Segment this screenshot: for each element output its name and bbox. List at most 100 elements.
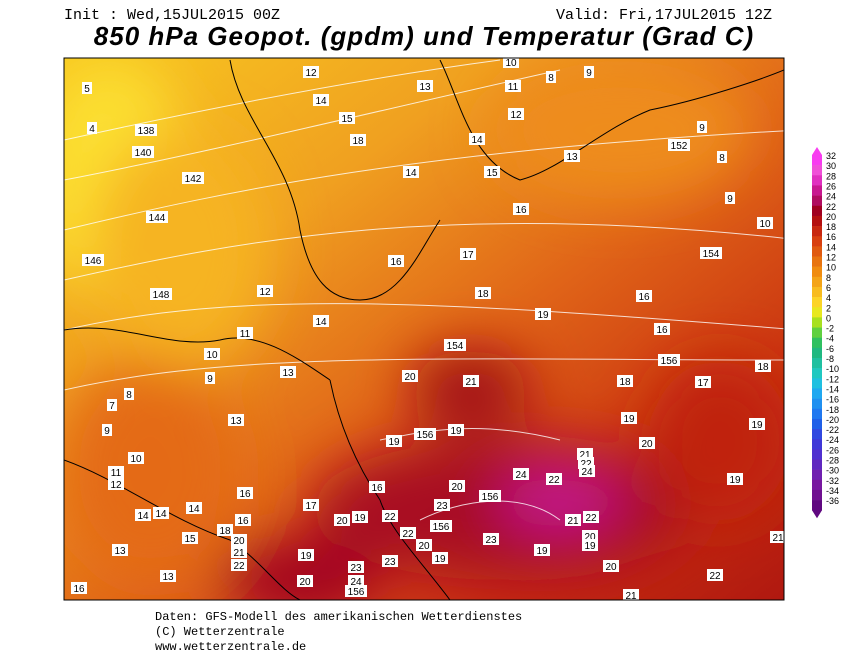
contour-label-box	[205, 372, 215, 384]
contour-label: 148	[153, 290, 170, 301]
colorbar-label: 10	[826, 263, 836, 273]
colorbar-label: 4	[826, 293, 831, 303]
contour-label-box	[484, 166, 500, 178]
contour-label-box	[546, 473, 562, 485]
contour-label: 20	[605, 562, 617, 573]
contour-label-box	[313, 94, 329, 106]
contour-label: 21	[625, 591, 637, 602]
copyright: (C) Wetterzentrale	[155, 625, 285, 639]
contour-label: 17	[305, 501, 317, 512]
contour-label-box	[475, 287, 491, 299]
colorbar-swatch	[812, 408, 822, 420]
contour-label-box	[107, 399, 117, 411]
contour-label: 15	[341, 114, 353, 125]
contour-label: 11	[111, 468, 122, 479]
contour-label: 16	[371, 483, 383, 494]
contour-label: 10	[505, 58, 517, 69]
contour-label-box	[231, 546, 247, 558]
website: www.wetterzentrale.de	[155, 640, 306, 654]
contour-label: 14	[188, 504, 200, 515]
contour-label: 144	[149, 213, 166, 224]
contour-label: 22	[548, 475, 560, 486]
contour-label-box	[150, 288, 172, 300]
contour-label: 15	[184, 534, 196, 545]
contour-label-box	[623, 589, 639, 600]
contour-label-box	[546, 71, 556, 83]
contour-label-box	[434, 499, 450, 511]
contour-label-box	[584, 66, 594, 78]
contour-label: 18	[757, 362, 769, 373]
contour-label-box	[303, 66, 319, 78]
contour-label-box	[535, 308, 551, 320]
contour-label-box	[153, 507, 169, 519]
colorbar-swatch	[812, 195, 822, 207]
contour-label-box	[350, 134, 366, 146]
contour-label: 14	[315, 317, 327, 328]
colorbar-bottom-arrow	[812, 510, 822, 519]
contour-label-box	[430, 520, 452, 532]
contour-label: 22	[233, 561, 245, 572]
contour-label-box	[108, 478, 124, 490]
contour-label-box	[668, 139, 690, 151]
contour-label-box	[71, 582, 87, 594]
contour-label-box	[128, 452, 144, 464]
colorbar-swatch	[812, 226, 822, 237]
contour-label: 19	[300, 551, 312, 562]
contour-label: 14	[471, 135, 483, 146]
contour-label-box	[513, 203, 529, 215]
contour-label-box	[444, 339, 466, 351]
contour-label: 16	[390, 257, 402, 268]
contour-label-box	[449, 480, 465, 492]
contour-label: 24	[350, 577, 362, 588]
colorbar-swatch	[812, 276, 822, 288]
colorbar-swatch	[812, 500, 822, 511]
contour-label-box	[231, 559, 247, 571]
contour-label: 15	[486, 168, 498, 179]
contour-label-box	[135, 509, 151, 521]
colorbar-label: -30	[826, 466, 839, 476]
contour-label-box	[345, 585, 367, 597]
colorbar-swatch	[812, 368, 822, 379]
contour-label-box	[82, 254, 104, 266]
contour-label-box	[617, 375, 633, 387]
contour-label-box	[339, 112, 355, 124]
colorbar-label: 12	[826, 253, 836, 263]
contour-label-box	[235, 514, 251, 526]
contour-label-box	[297, 575, 313, 587]
colorbar-swatch	[812, 266, 822, 278]
colorbar-swatch	[812, 449, 822, 460]
contour-label: 14	[155, 509, 167, 520]
contour-label-box	[513, 468, 529, 480]
contour-label: 17	[462, 250, 474, 261]
contour-label: 23	[384, 557, 396, 568]
contour-label: 18	[352, 136, 364, 147]
colorbar-label: -26	[826, 445, 839, 455]
contour-label-box	[469, 133, 485, 145]
colorbar-label: 0	[826, 313, 831, 323]
contour-label: 19	[751, 420, 763, 431]
contour-label: 10	[130, 454, 142, 465]
contour-label: 22	[580, 459, 592, 470]
colorbar-swatch	[812, 307, 822, 318]
contour-label: 20	[336, 516, 348, 527]
contour-label-box	[369, 481, 385, 493]
contour-label: 138	[138, 126, 155, 137]
colorbar-swatch	[812, 317, 822, 328]
contour-label-box	[564, 150, 580, 162]
contour-label-box	[204, 348, 220, 360]
valid-time: Valid: Fri,17JUL2015 12Z	[556, 7, 772, 24]
contour-label: 9	[104, 426, 110, 437]
contour-label: 10	[759, 219, 771, 230]
contour-label-box	[228, 414, 244, 426]
contour-label: 13	[114, 546, 126, 557]
contour-label: 19	[536, 546, 548, 557]
data-source: Daten: GFS-Modell des amerikanischen Wet…	[155, 610, 522, 624]
contour-label-box	[82, 82, 92, 94]
contour-label-box	[639, 437, 655, 449]
contour-label-box	[146, 211, 168, 223]
contour-label-box	[727, 473, 743, 485]
colorbar-label: 28	[826, 171, 836, 181]
contour-label-box	[658, 354, 680, 366]
contour-label: 23	[436, 501, 448, 512]
contour-label-box	[460, 248, 476, 260]
